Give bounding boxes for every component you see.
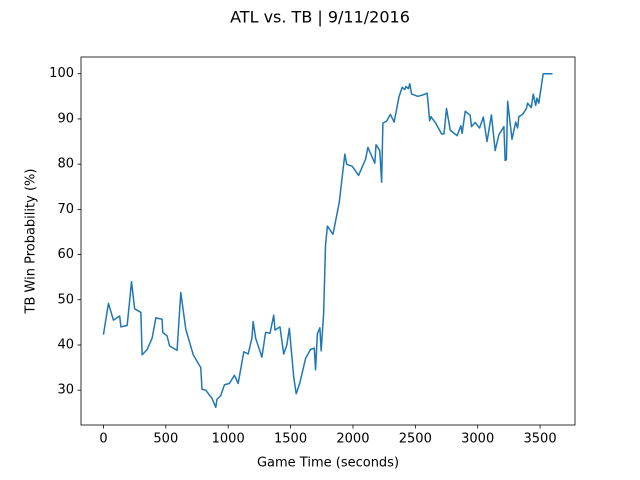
x-tick-label: 0 (99, 432, 107, 447)
x-tick-label: 1500 (274, 432, 307, 447)
y-tick-label: 40 (57, 337, 74, 352)
y-tick-label: 30 (57, 383, 74, 398)
x-tick-label: 2000 (336, 432, 369, 447)
x-tick-label: 500 (153, 432, 178, 447)
x-axis-label: Game Time (seconds) (257, 456, 399, 471)
y-tick-label: 50 (57, 292, 74, 307)
y-axis-label: TB Win Probability (%) (24, 169, 39, 315)
y-tick-label: 90 (57, 111, 74, 126)
chart-title: ATL vs. TB | 9/11/2016 (230, 8, 410, 27)
y-tick-label: 100 (49, 66, 74, 81)
x-tick-label: 3000 (461, 432, 494, 447)
x-tick-label: 3500 (524, 432, 557, 447)
y-tick-label: 80 (57, 157, 74, 172)
data-line (102, 72, 553, 409)
plot-frame (80, 56, 576, 426)
x-tick-label: 2500 (399, 432, 432, 447)
y-tick-label: 70 (57, 202, 74, 217)
y-tick-label: 60 (57, 247, 74, 262)
x-tick-label: 1000 (212, 432, 245, 447)
